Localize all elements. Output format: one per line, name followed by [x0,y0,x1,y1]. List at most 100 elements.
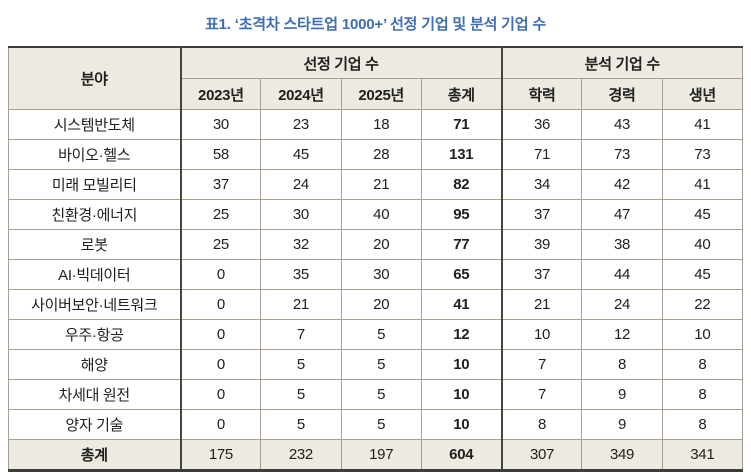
value-cell: 10 [500,319,583,350]
value-cell: 25 [179,229,262,260]
value-cell: 21 [500,289,583,320]
value-cell: 10 [420,349,503,380]
value-cell: 0 [179,379,262,410]
field-cell: 시스템반도체 [8,109,181,140]
table-row: 해양 0 5 5 10 7 8 8 [8,349,744,380]
subheader-education: 학력 [500,78,583,110]
total-row: 총계 175 232 197 604 307 349 341 [8,439,744,471]
value-cell: 65 [420,259,503,290]
value-cell: 8 [661,379,744,410]
value-cell: 37 [500,199,583,230]
value-cell: 24 [260,169,342,200]
value-cell: 5 [340,319,422,350]
header-sub-row: 2023년 2024년 2025년 총계 학력 경력 생년 [9,78,744,110]
field-cell: 미래 모빌리티 [8,169,181,200]
value-cell: 37 [179,169,262,200]
value-cell: 12 [420,319,503,350]
value-cell: 8 [500,409,583,440]
subheader-total: 총계 [420,78,503,110]
field-cell: 사이버보안·네트워크 [8,289,181,320]
subheader-2023: 2023년 [179,78,262,110]
value-cell: 25 [179,199,262,230]
table-row: AI·빅데이터 0 35 30 65 37 44 45 [8,259,744,290]
subheader-2025: 2025년 [340,78,422,110]
subheader-2024: 2024년 [260,78,342,110]
value-cell: 36 [500,109,583,140]
value-cell: 5 [340,379,422,410]
value-cell: 28 [340,139,422,170]
value-cell: 95 [420,199,503,230]
value-cell: 21 [260,289,342,320]
value-cell: 45 [661,259,744,290]
value-cell: 10 [420,409,503,440]
value-cell: 349 [581,439,663,471]
value-cell: 197 [340,439,422,471]
value-cell: 43 [581,109,663,140]
value-cell: 0 [179,319,262,350]
field-cell: 양자 기술 [8,409,181,440]
table-row: 바이오·헬스 58 45 28 131 71 73 73 [8,139,744,170]
field-cell: 친환경·에너지 [8,199,181,230]
field-cell: 우주·항공 [8,319,181,350]
table-row: 우주·항공 0 7 5 12 10 12 10 [8,319,744,350]
table-row: 친환경·에너지 25 30 40 95 37 47 45 [8,199,744,230]
table-header: 분야 선정 기업 수 분석 기업 수 2023년 2024년 2025년 총계 … [8,46,744,110]
table-row: 로봇 25 32 20 77 39 38 40 [8,229,744,260]
value-cell: 30 [340,259,422,290]
value-cell: 5 [260,379,342,410]
value-cell: 604 [420,439,503,471]
value-cell: 0 [179,289,262,320]
value-cell: 71 [420,109,503,140]
value-cell: 37 [500,259,583,290]
table-row: 차세대 원전 0 5 5 10 7 9 8 [8,379,744,410]
value-cell: 5 [340,409,422,440]
value-cell: 18 [340,109,422,140]
value-cell: 82 [420,169,503,200]
value-cell: 35 [260,259,342,290]
field-cell: 로봇 [8,229,181,260]
value-cell: 41 [420,289,503,320]
value-cell: 30 [179,109,262,140]
value-cell: 7 [500,379,583,410]
value-cell: 58 [179,139,262,170]
value-cell: 40 [340,199,422,230]
table-title: 표1. ‘초격차 스타트업 1000+’ 선정 기업 및 분석 기업 수 [205,16,546,33]
value-cell: 0 [179,259,262,290]
group-header-selected: 선정 기업 수 [179,46,503,79]
value-cell: 12 [581,319,663,350]
value-cell: 21 [340,169,422,200]
table-row: 미래 모빌리티 37 24 21 82 34 42 41 [8,169,744,200]
value-cell: 77 [420,229,503,260]
group-header-analyzed: 분석 기업 수 [500,46,743,79]
subheader-career: 경력 [581,78,663,110]
value-cell: 7 [260,319,342,350]
value-cell: 73 [661,139,744,170]
table-row: 사이버보안·네트워크 0 21 20 41 21 24 22 [8,289,744,320]
value-cell: 40 [661,229,744,260]
startup-selection-table: 분야 선정 기업 수 분석 기업 수 2023년 2024년 2025년 총계 … [8,46,744,472]
value-cell: 5 [260,409,342,440]
value-cell: 32 [260,229,342,260]
header-group-row: 분야 선정 기업 수 분석 기업 수 [8,46,743,110]
value-cell: 5 [340,349,422,380]
value-cell: 73 [581,139,663,170]
value-cell: 20 [340,289,422,320]
value-cell: 232 [260,439,342,471]
field-cell: 바이오·헬스 [8,139,181,170]
value-cell: 8 [661,349,744,380]
value-cell: 44 [581,259,663,290]
field-cell: 해양 [8,349,181,380]
field-cell: 차세대 원전 [8,379,181,410]
value-cell: 10 [420,379,503,410]
value-cell: 131 [420,139,503,170]
value-cell: 9 [581,379,663,410]
value-cell: 39 [500,229,583,260]
value-cell: 47 [581,199,663,230]
value-cell: 341 [661,439,744,471]
field-cell: 총계 [8,439,181,471]
value-cell: 23 [260,109,342,140]
value-cell: 0 [179,409,262,440]
value-cell: 8 [661,409,744,440]
value-cell: 8 [581,349,663,380]
value-cell: 10 [661,319,744,350]
